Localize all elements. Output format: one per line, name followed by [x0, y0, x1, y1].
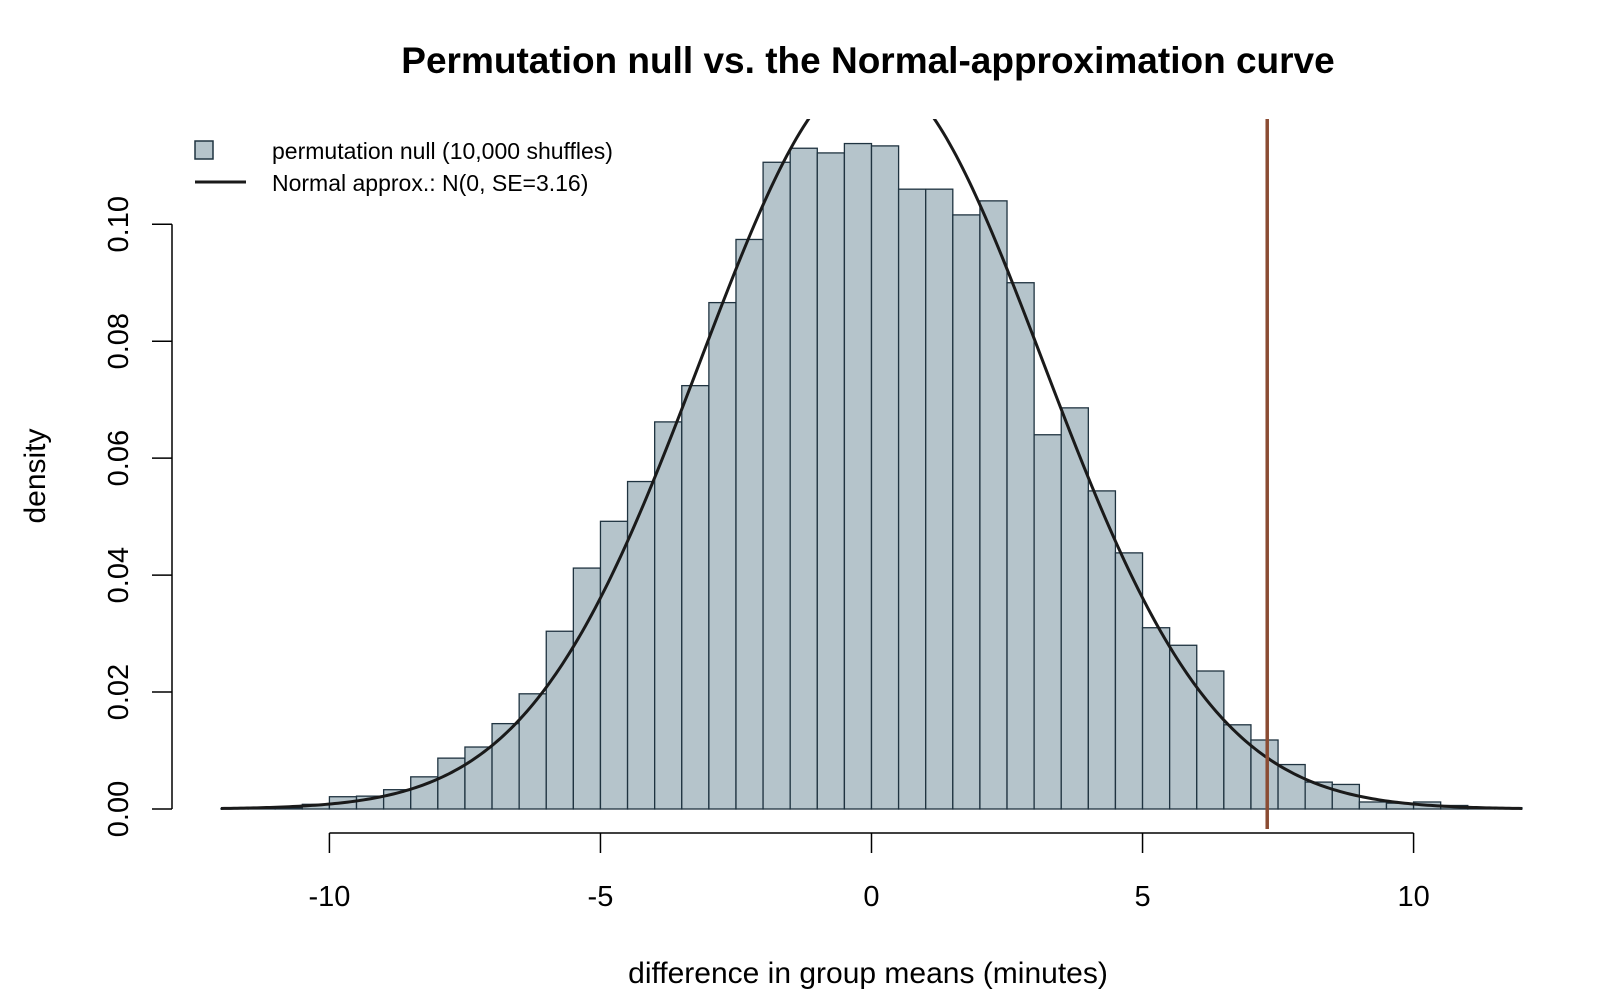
- y-tick-label: 0.10: [103, 196, 135, 252]
- histogram-bar: [1277, 763, 1306, 810]
- x-tick-label: -10: [308, 881, 350, 913]
- y-tick-label: 0.02: [103, 664, 135, 720]
- histogram-bar: [789, 147, 818, 810]
- y-tick-label: 0.00: [103, 781, 135, 837]
- y-tick-label: 0.08: [103, 313, 135, 369]
- histogram-bar: [925, 188, 954, 810]
- histogram-bar: [897, 188, 927, 810]
- histogram-bar: [1087, 490, 1117, 810]
- histogram-bars: [220, 142, 1523, 810]
- histogram-bar: [599, 520, 629, 810]
- plot-region: [220, 119, 1523, 829]
- histogram-bar: [1358, 801, 1388, 810]
- histogram-bar: [1141, 627, 1171, 810]
- x-tick-label: 0: [863, 881, 879, 913]
- legend: permutation null (10,000 shuffles) Norma…: [194, 138, 613, 196]
- legend-swatch-histogram: [194, 140, 214, 160]
- histogram-bar: [1033, 434, 1062, 810]
- histogram-bar: [843, 142, 873, 810]
- histogram-bar: [1223, 724, 1252, 810]
- x-tick-label: 5: [1134, 881, 1150, 913]
- histogram-bar: [1250, 739, 1279, 810]
- y-tick-label: 0.06: [103, 430, 135, 486]
- histogram-bar: [518, 693, 547, 810]
- normal-curve: [220, 119, 1523, 810]
- x-axis: -10 -5 0 5 10: [308, 832, 1430, 913]
- legend-label-curve: Normal approx.: N(0, SE=3.16): [272, 170, 588, 196]
- x-axis-label: difference in group means (minutes): [628, 957, 1108, 990]
- histogram-bar: [979, 200, 1008, 810]
- histogram-bar: [437, 757, 466, 810]
- histogram-bar: [952, 214, 981, 810]
- histogram-bar: [735, 238, 764, 810]
- histogram-bar: [1006, 282, 1035, 810]
- histogram-bar: [681, 384, 710, 810]
- chart-title: Permutation null vs. the Normal-approxim…: [401, 40, 1334, 81]
- histogram-bar: [816, 152, 846, 810]
- x-tick-label: -5: [588, 881, 614, 913]
- histogram-bar: [654, 421, 683, 810]
- x-tick-label: 10: [1397, 881, 1429, 913]
- histogram-bar: [1114, 552, 1144, 810]
- y-axis: 0.00 0.02 0.04 0.06 0.08 0.10: [103, 196, 173, 837]
- legend-label-histogram: permutation null (10,000 shuffles): [272, 138, 613, 164]
- histogram-bar: [762, 161, 791, 810]
- y-axis-label: density: [19, 428, 52, 523]
- histogram-bar: [491, 722, 520, 810]
- histogram-bar: [708, 301, 737, 810]
- histogram-bar: [545, 630, 575, 810]
- y-tick-label: 0.04: [103, 547, 135, 603]
- histogram-bar: [626, 480, 656, 810]
- histogram-bar: [870, 145, 900, 810]
